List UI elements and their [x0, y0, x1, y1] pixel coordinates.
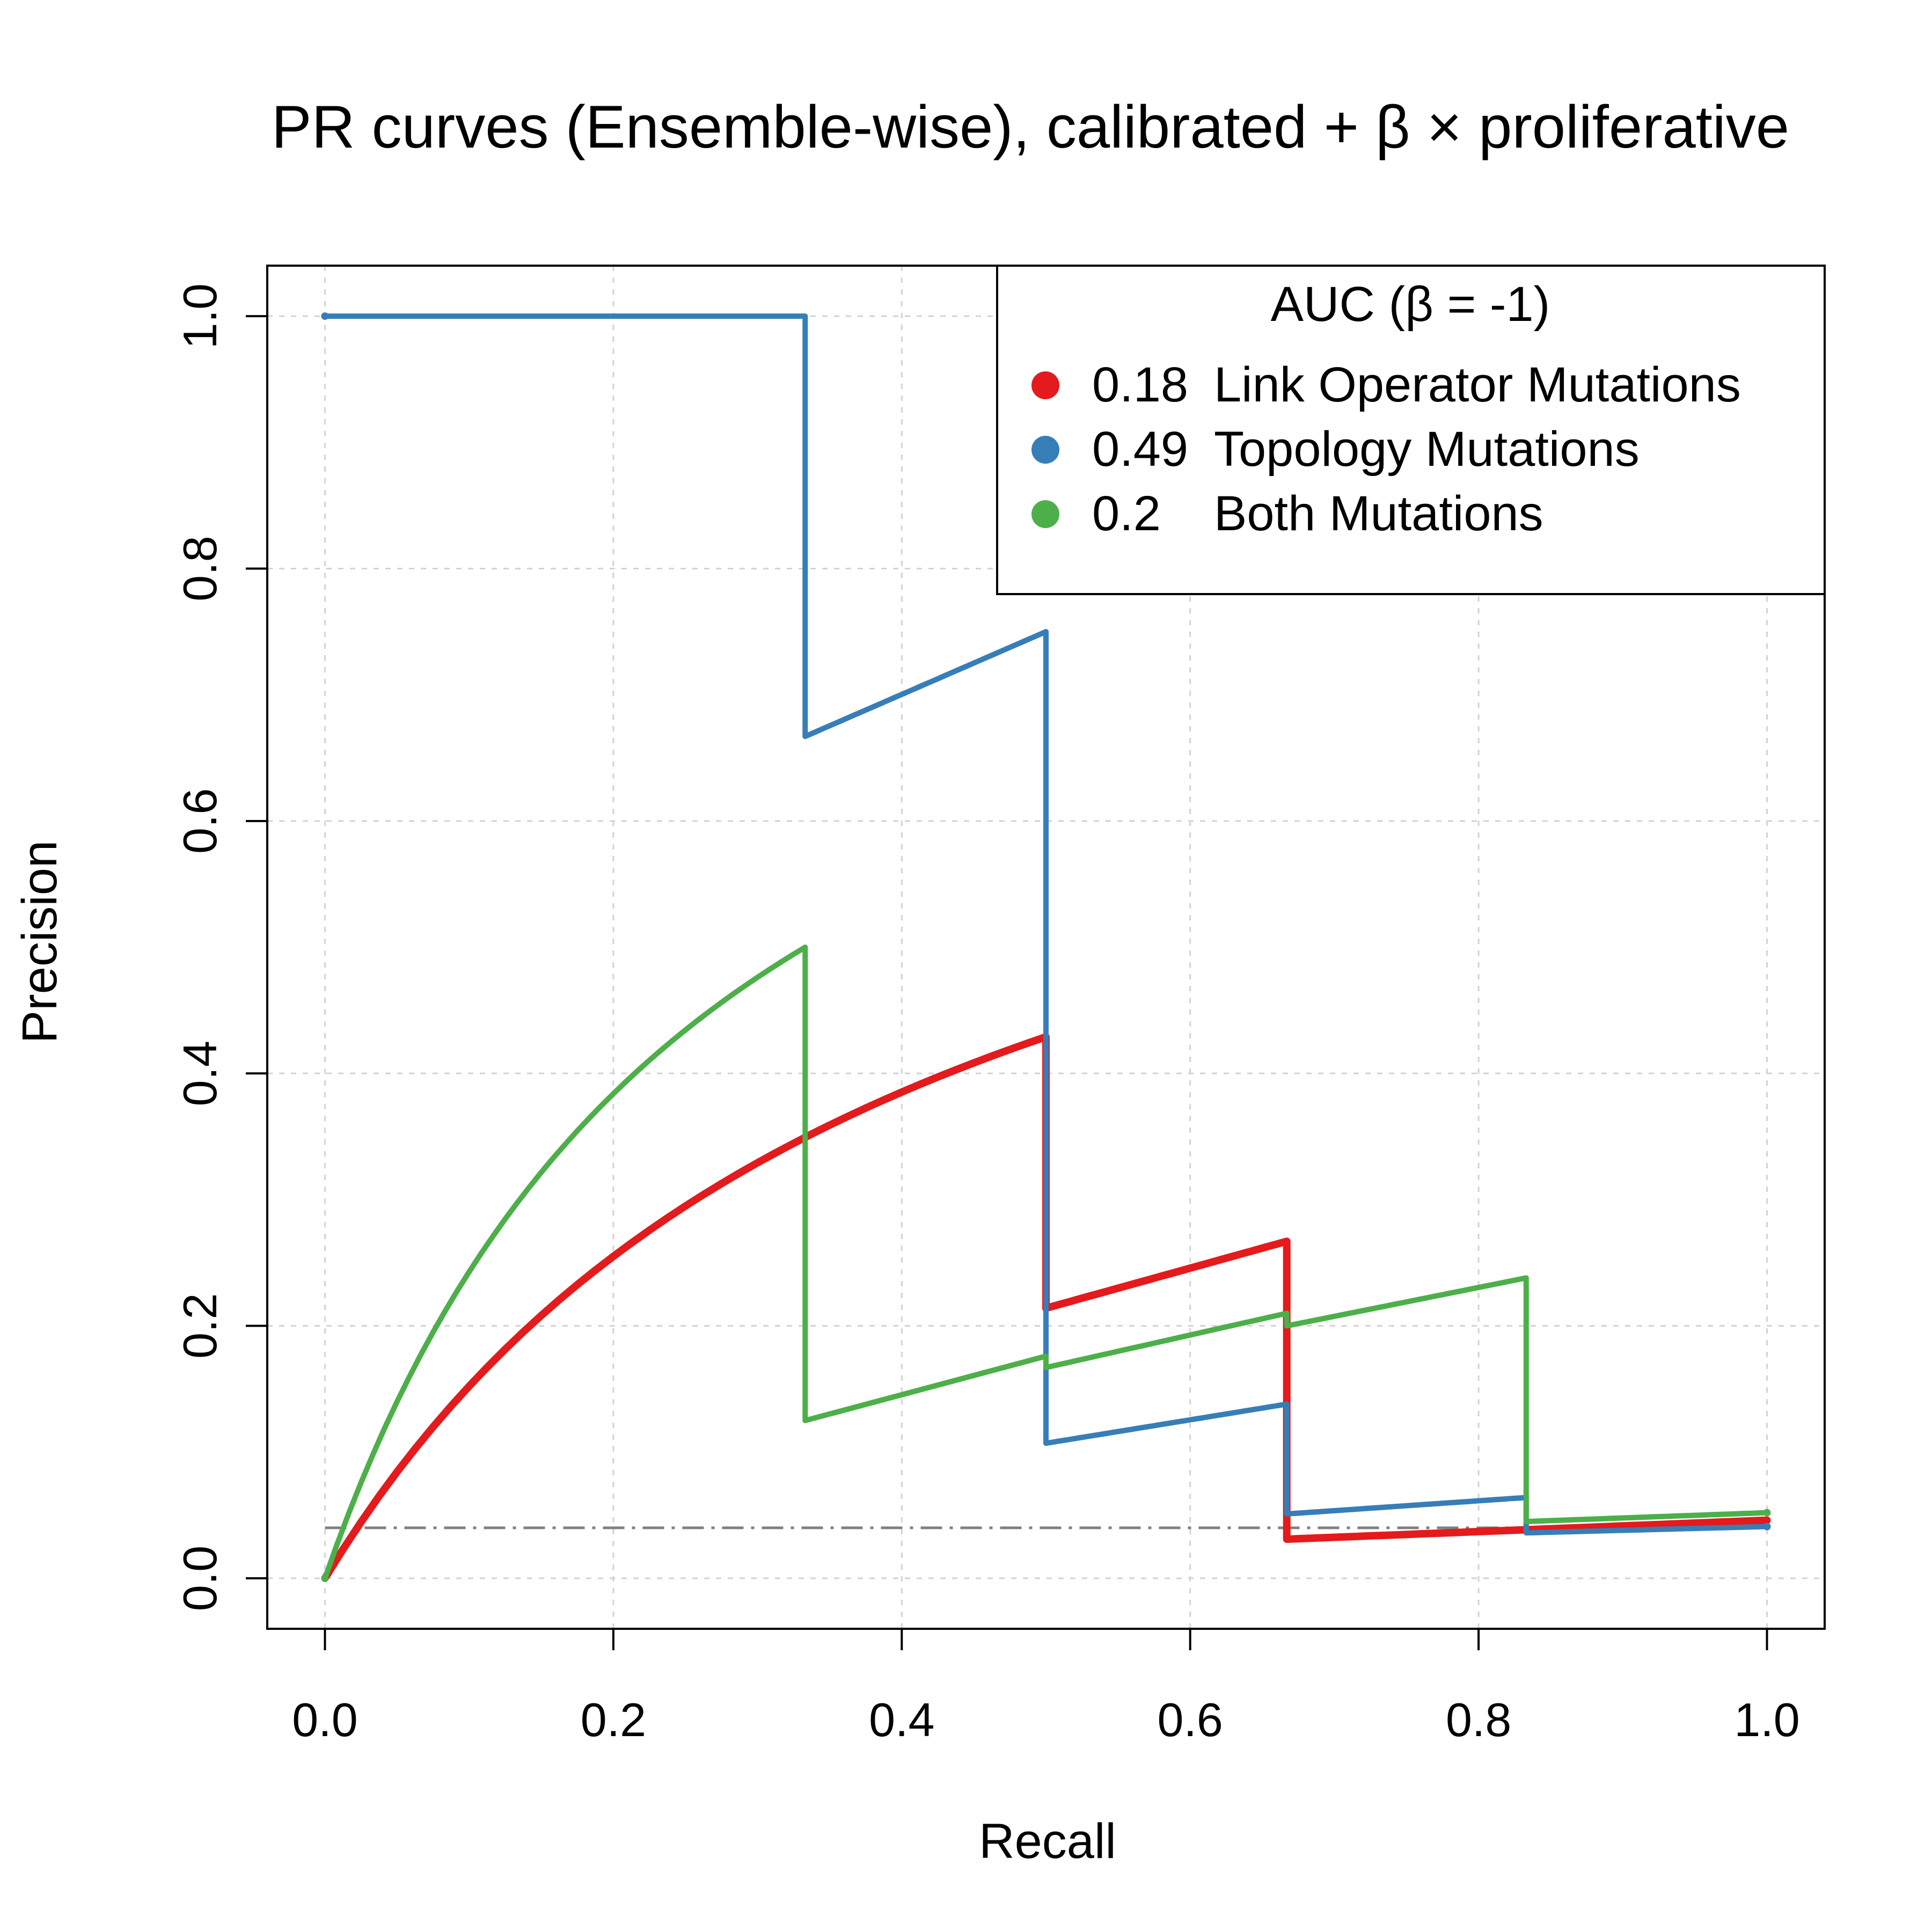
y-tick-label: 0.2: [173, 1293, 226, 1358]
y-tick-label: 0.6: [173, 788, 226, 854]
series-line-topology-mutations: [325, 313, 1767, 1536]
chart-title: PR curves (Ensemble-wise), calibrated + …: [272, 93, 1789, 160]
legend-label: Topology Mutations: [1214, 422, 1640, 477]
y-axis-label: Precision: [12, 840, 67, 1043]
x-tick-label: 0.8: [1446, 1693, 1511, 1746]
y-tick-label: 0.0: [173, 1546, 226, 1611]
series-start-point: [321, 1574, 329, 1582]
legend-marker: [1031, 500, 1059, 528]
x-axis-label: Recall: [979, 1814, 1116, 1869]
legend-marker: [1031, 436, 1059, 464]
legend-title: AUC (β = -1): [1271, 277, 1550, 332]
x-tick-label: 1.0: [1734, 1693, 1799, 1746]
series-line-link-operator-mutations: [321, 1033, 1767, 1580]
legend-auc: 0.2: [1092, 486, 1161, 541]
y-tick-label: 0.8: [173, 536, 226, 601]
legend-marker: [1031, 371, 1059, 399]
x-tick-label: 0.2: [581, 1693, 646, 1746]
x-tick-label: 0.4: [869, 1693, 934, 1746]
axes-group: 0.0 0.2 0.4 0.6 0.8 1.0 0.0 0.2 0.4 0.6 0.8 1.0: [173, 265, 1826, 1746]
legend-auc: 0.18: [1092, 357, 1188, 412]
series-end-point: [1763, 1509, 1771, 1517]
legend-entries: 0.18 Link Operator Mutations 0.49 Topology …: [1031, 357, 1741, 541]
series-line-both-mutations: [322, 945, 1767, 1579]
series-end-point: [1763, 1523, 1771, 1531]
x-tick-label: 0.6: [1158, 1693, 1223, 1746]
legend-label: Link Operator Mutations: [1214, 357, 1741, 412]
legend-box: [996, 265, 1826, 595]
x-tick-label: 0.0: [292, 1693, 357, 1746]
series-group: [321, 312, 1771, 1582]
legend: AUC (β = -1) 0.18 Link Operator Mutations…: [996, 265, 1826, 595]
legend-auc: 0.49: [1092, 422, 1188, 477]
series-start-point: [321, 312, 329, 320]
legend-label: Both Mutations: [1214, 486, 1543, 541]
y-tick-label: 1.0: [173, 283, 226, 349]
series-end-point: [1763, 1516, 1771, 1524]
y-tick-label: 0.4: [173, 1041, 226, 1106]
